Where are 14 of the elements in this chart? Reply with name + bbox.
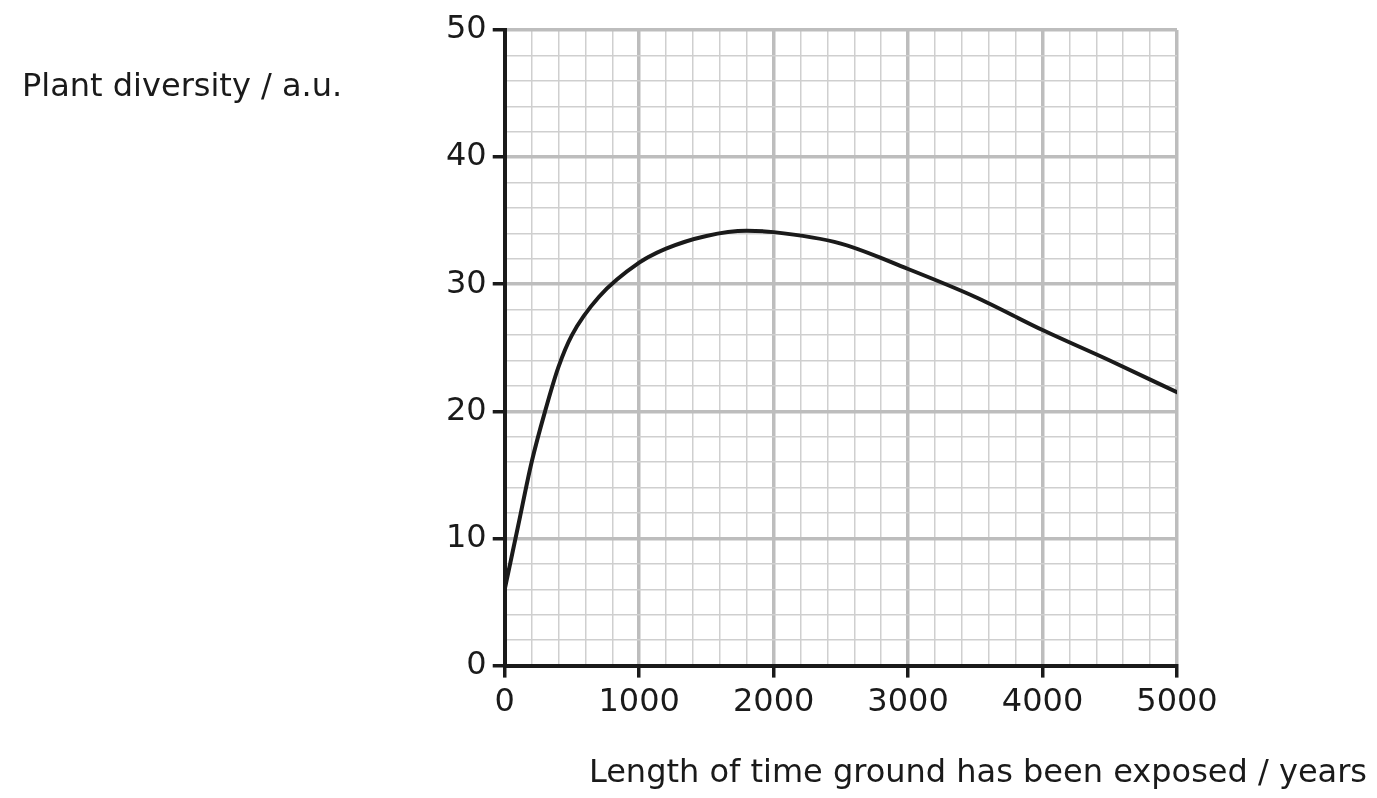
y-tick-label: 10 <box>446 516 487 555</box>
y-tick-label: 50 <box>446 8 487 47</box>
x-axis-title: Length of time ground has been exposed / years <box>588 752 1367 791</box>
x-tick-label: 2000 <box>732 681 815 720</box>
y-tick-label: 40 <box>446 135 487 174</box>
y-tick-label: 0 <box>466 643 487 682</box>
x-tick-label: 1000 <box>598 681 680 720</box>
y-axis-title: Plant diversity / a.u. <box>22 66 343 105</box>
x-tick-label: 3000 <box>867 681 949 720</box>
y-tick-label: 30 <box>446 262 487 301</box>
x-tick-label: 4000 <box>1001 681 1084 720</box>
y-tick-label: 20 <box>446 389 487 428</box>
x-tick-label: 5000 <box>1136 681 1218 720</box>
x-tick-label: 0 <box>494 681 515 720</box>
